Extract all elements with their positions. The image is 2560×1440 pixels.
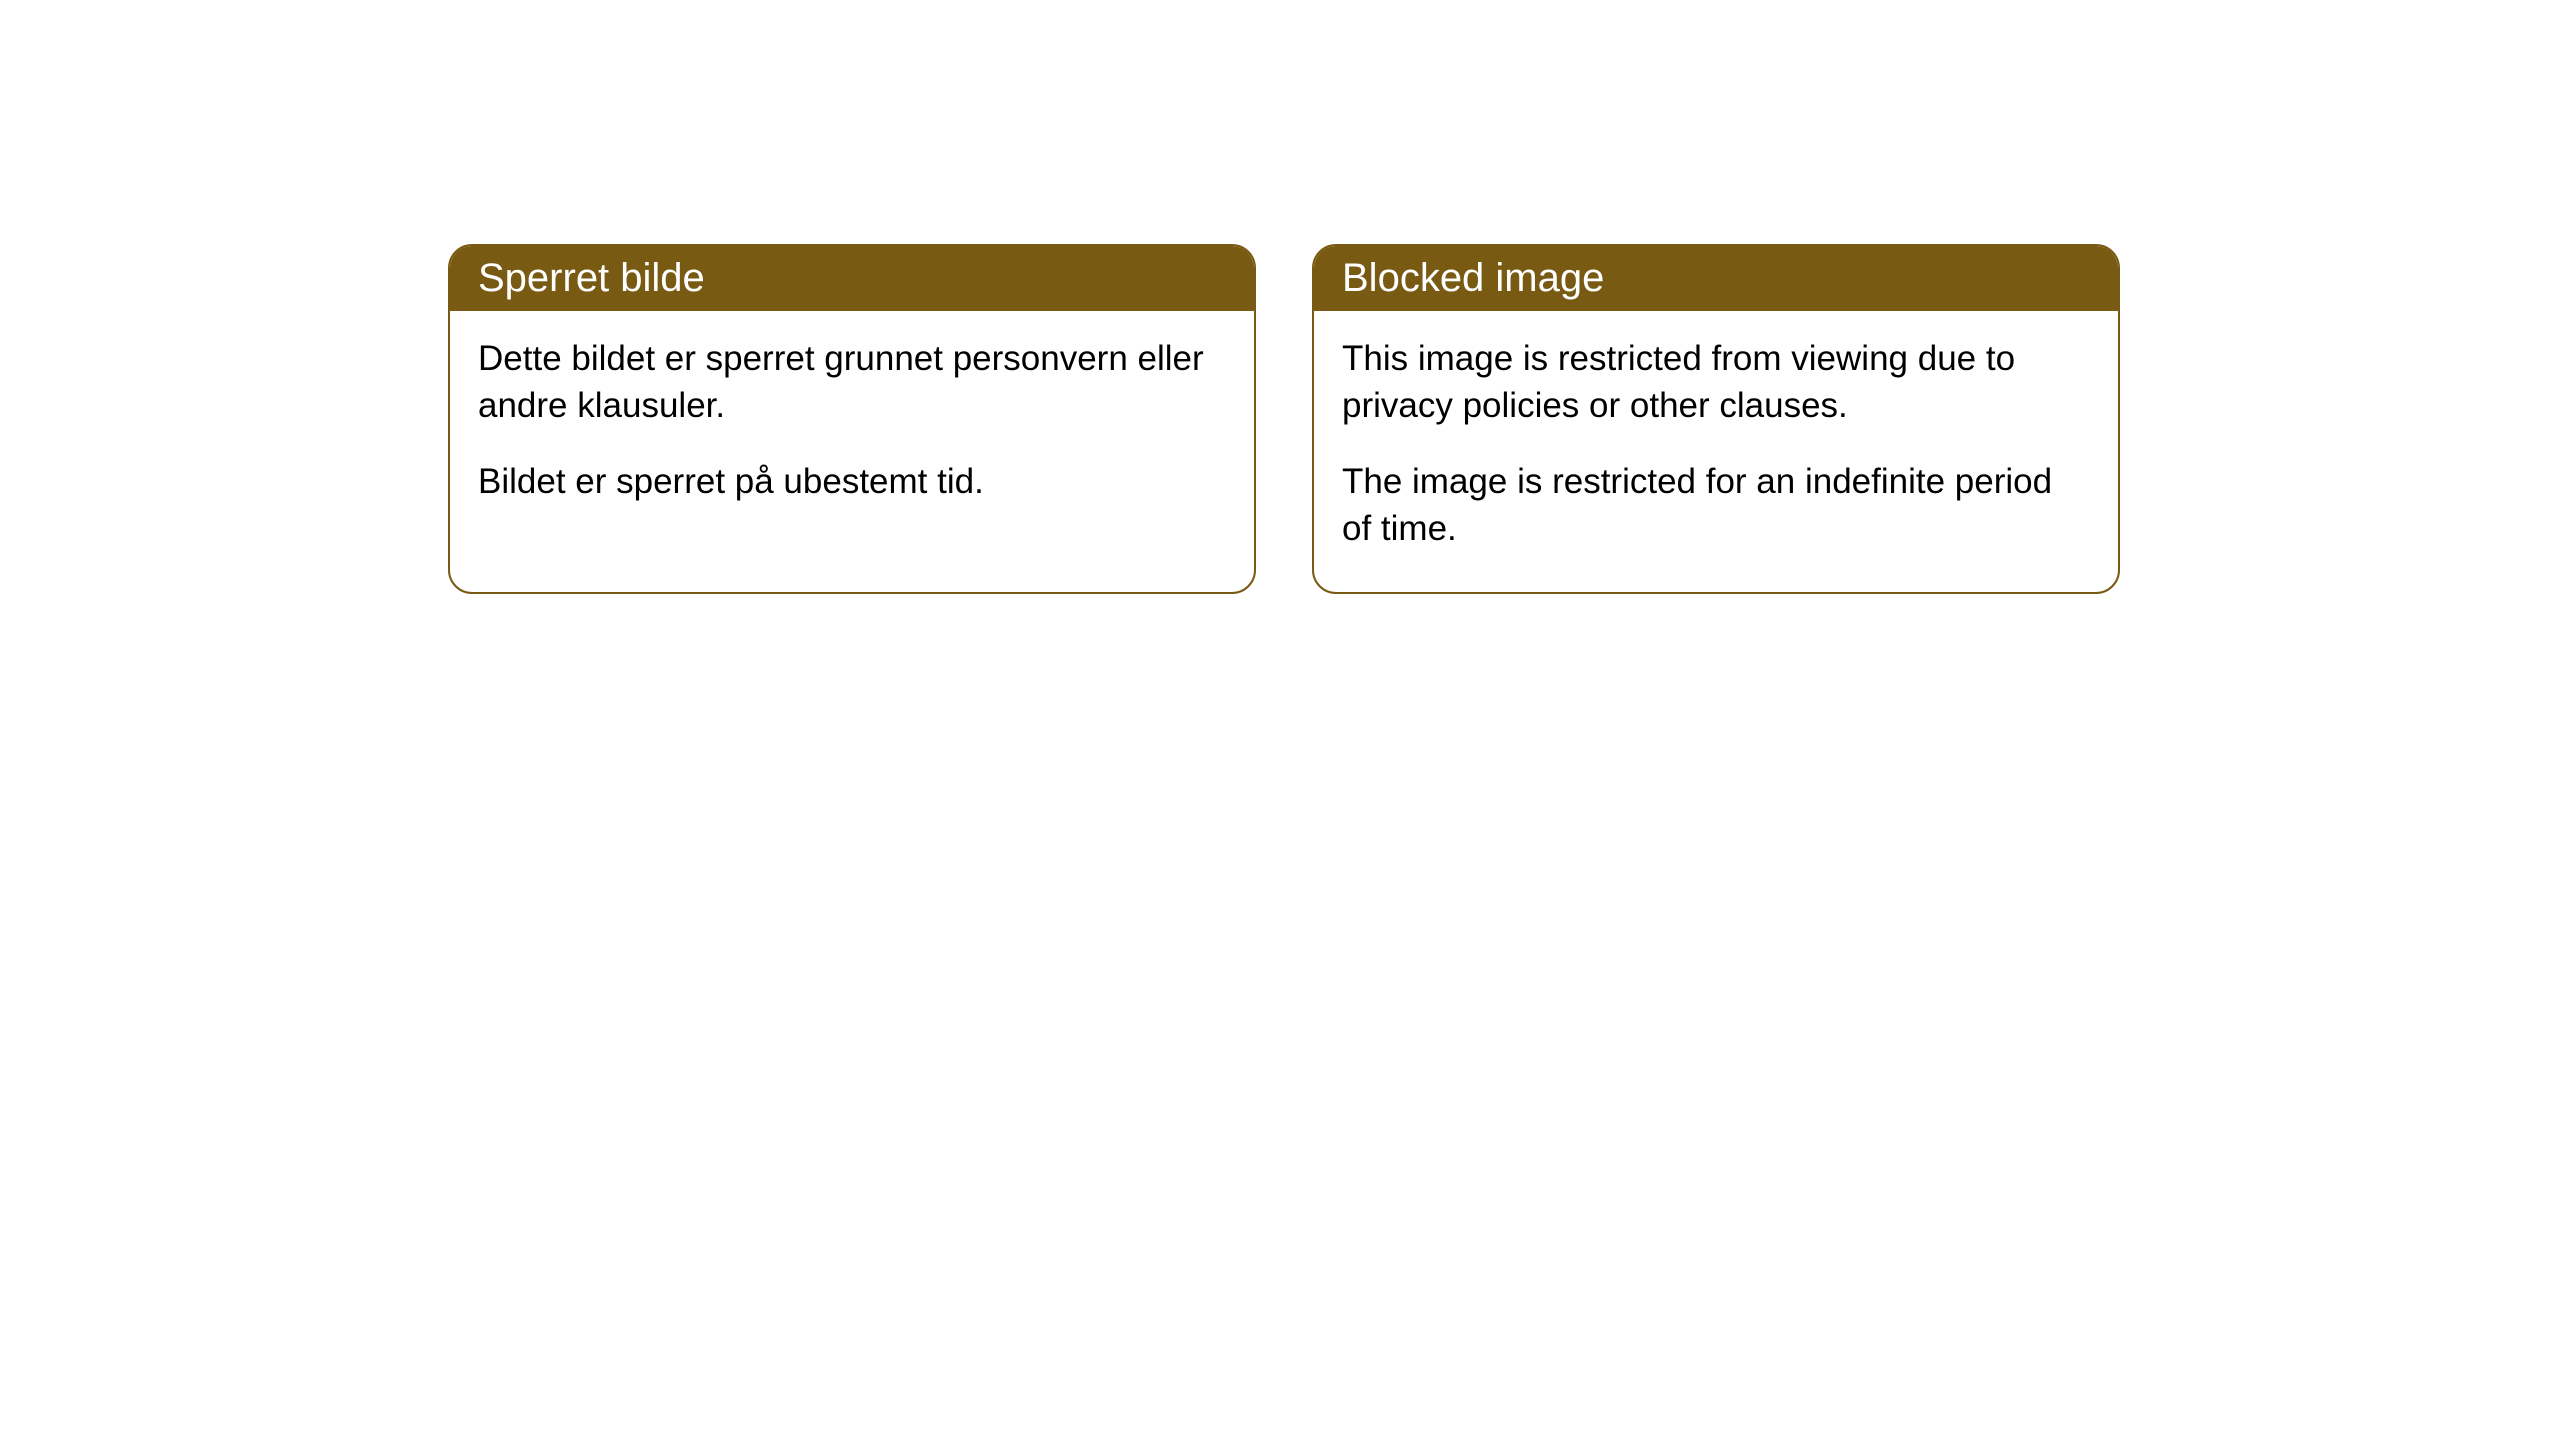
card-paragraph-2: The image is restricted for an indefinit… [1342, 458, 2090, 553]
card-paragraph-1: This image is restricted from viewing du… [1342, 335, 2090, 430]
card-body: This image is restricted from viewing du… [1314, 311, 2118, 592]
card-paragraph-2: Bildet er sperret på ubestemt tid. [478, 458, 1226, 505]
card-body: Dette bildet er sperret grunnet personve… [450, 311, 1254, 545]
cards-container: Sperret bilde Dette bildet er sperret gr… [448, 244, 2120, 594]
card-header: Blocked image [1314, 246, 2118, 311]
blocked-image-card-english: Blocked image This image is restricted f… [1312, 244, 2120, 594]
blocked-image-card-norwegian: Sperret bilde Dette bildet er sperret gr… [448, 244, 1256, 594]
card-paragraph-1: Dette bildet er sperret grunnet personve… [478, 335, 1226, 430]
card-header: Sperret bilde [450, 246, 1254, 311]
